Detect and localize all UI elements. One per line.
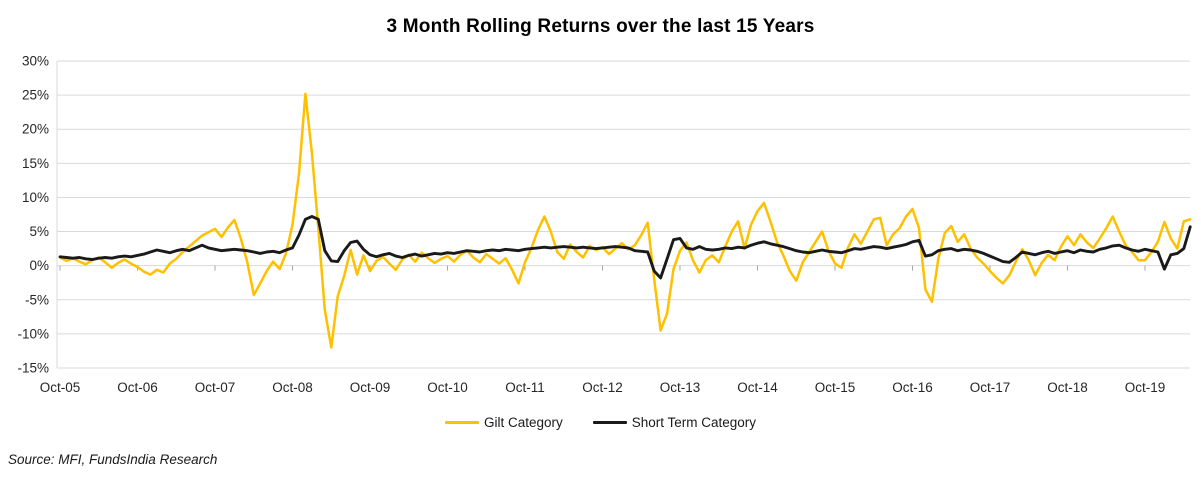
x-axis-tick-label: Oct-15: [815, 380, 856, 395]
y-axis-tick-label: 20%: [22, 122, 49, 137]
y-axis-tick-label: -10%: [17, 326, 49, 341]
x-axis-tick-label: Oct-11: [505, 380, 545, 395]
source-note: Source: MFI, FundsIndia Research: [8, 452, 218, 467]
x-axis-tick-label: Oct-13: [660, 380, 701, 395]
x-axis-tick-label: Oct-09: [350, 380, 391, 395]
x-axis-tick-label: Oct-10: [427, 380, 468, 395]
x-axis-tick-label: Oct-19: [1125, 380, 1166, 395]
y-axis-tick-label: 30%: [22, 54, 49, 69]
x-axis-tick-label: Oct-14: [737, 380, 778, 395]
chart-legend: Gilt Category Short Term Category: [0, 415, 1201, 430]
x-axis-tick-label: Oct-12: [582, 380, 623, 395]
gilt-line-swatch-icon: [444, 421, 479, 424]
x-axis-tick-label: Oct-07: [195, 380, 236, 395]
x-axis-tick-label: Oct-18: [1047, 380, 1088, 395]
x-axis-tick-label: Oct-06: [117, 380, 158, 395]
legend-label-short-term: Short Term Category: [631, 415, 757, 430]
short-term-line-swatch-icon: [592, 421, 627, 424]
legend-item-gilt: Gilt Category: [444, 415, 563, 430]
legend-label-gilt: Gilt Category: [483, 415, 563, 430]
series-line-short-term-category: [58, 215, 1192, 280]
x-axis-tick-label: Oct-08: [272, 380, 313, 395]
legend-item-short-term: Short Term Category: [592, 415, 757, 430]
y-axis-tick-label: 0%: [29, 258, 49, 273]
y-axis-tick-label: -5%: [25, 292, 49, 307]
series-line-gilt-category: [58, 92, 1192, 349]
x-axis-tick-label: Oct-05: [40, 380, 81, 395]
x-axis-tick-label: Oct-16: [892, 380, 933, 395]
chart-title: 3 Month Rolling Returns over the last 15…: [386, 16, 815, 37]
x-axis-tick-label: Oct-17: [970, 380, 1011, 395]
y-axis-tick-label: 25%: [22, 88, 49, 103]
y-axis-tick-label: 15%: [22, 156, 49, 171]
y-axis-tick-label: 10%: [22, 190, 49, 205]
y-axis-tick-label: 5%: [29, 224, 49, 239]
y-axis-tick-label: -15%: [17, 361, 49, 376]
